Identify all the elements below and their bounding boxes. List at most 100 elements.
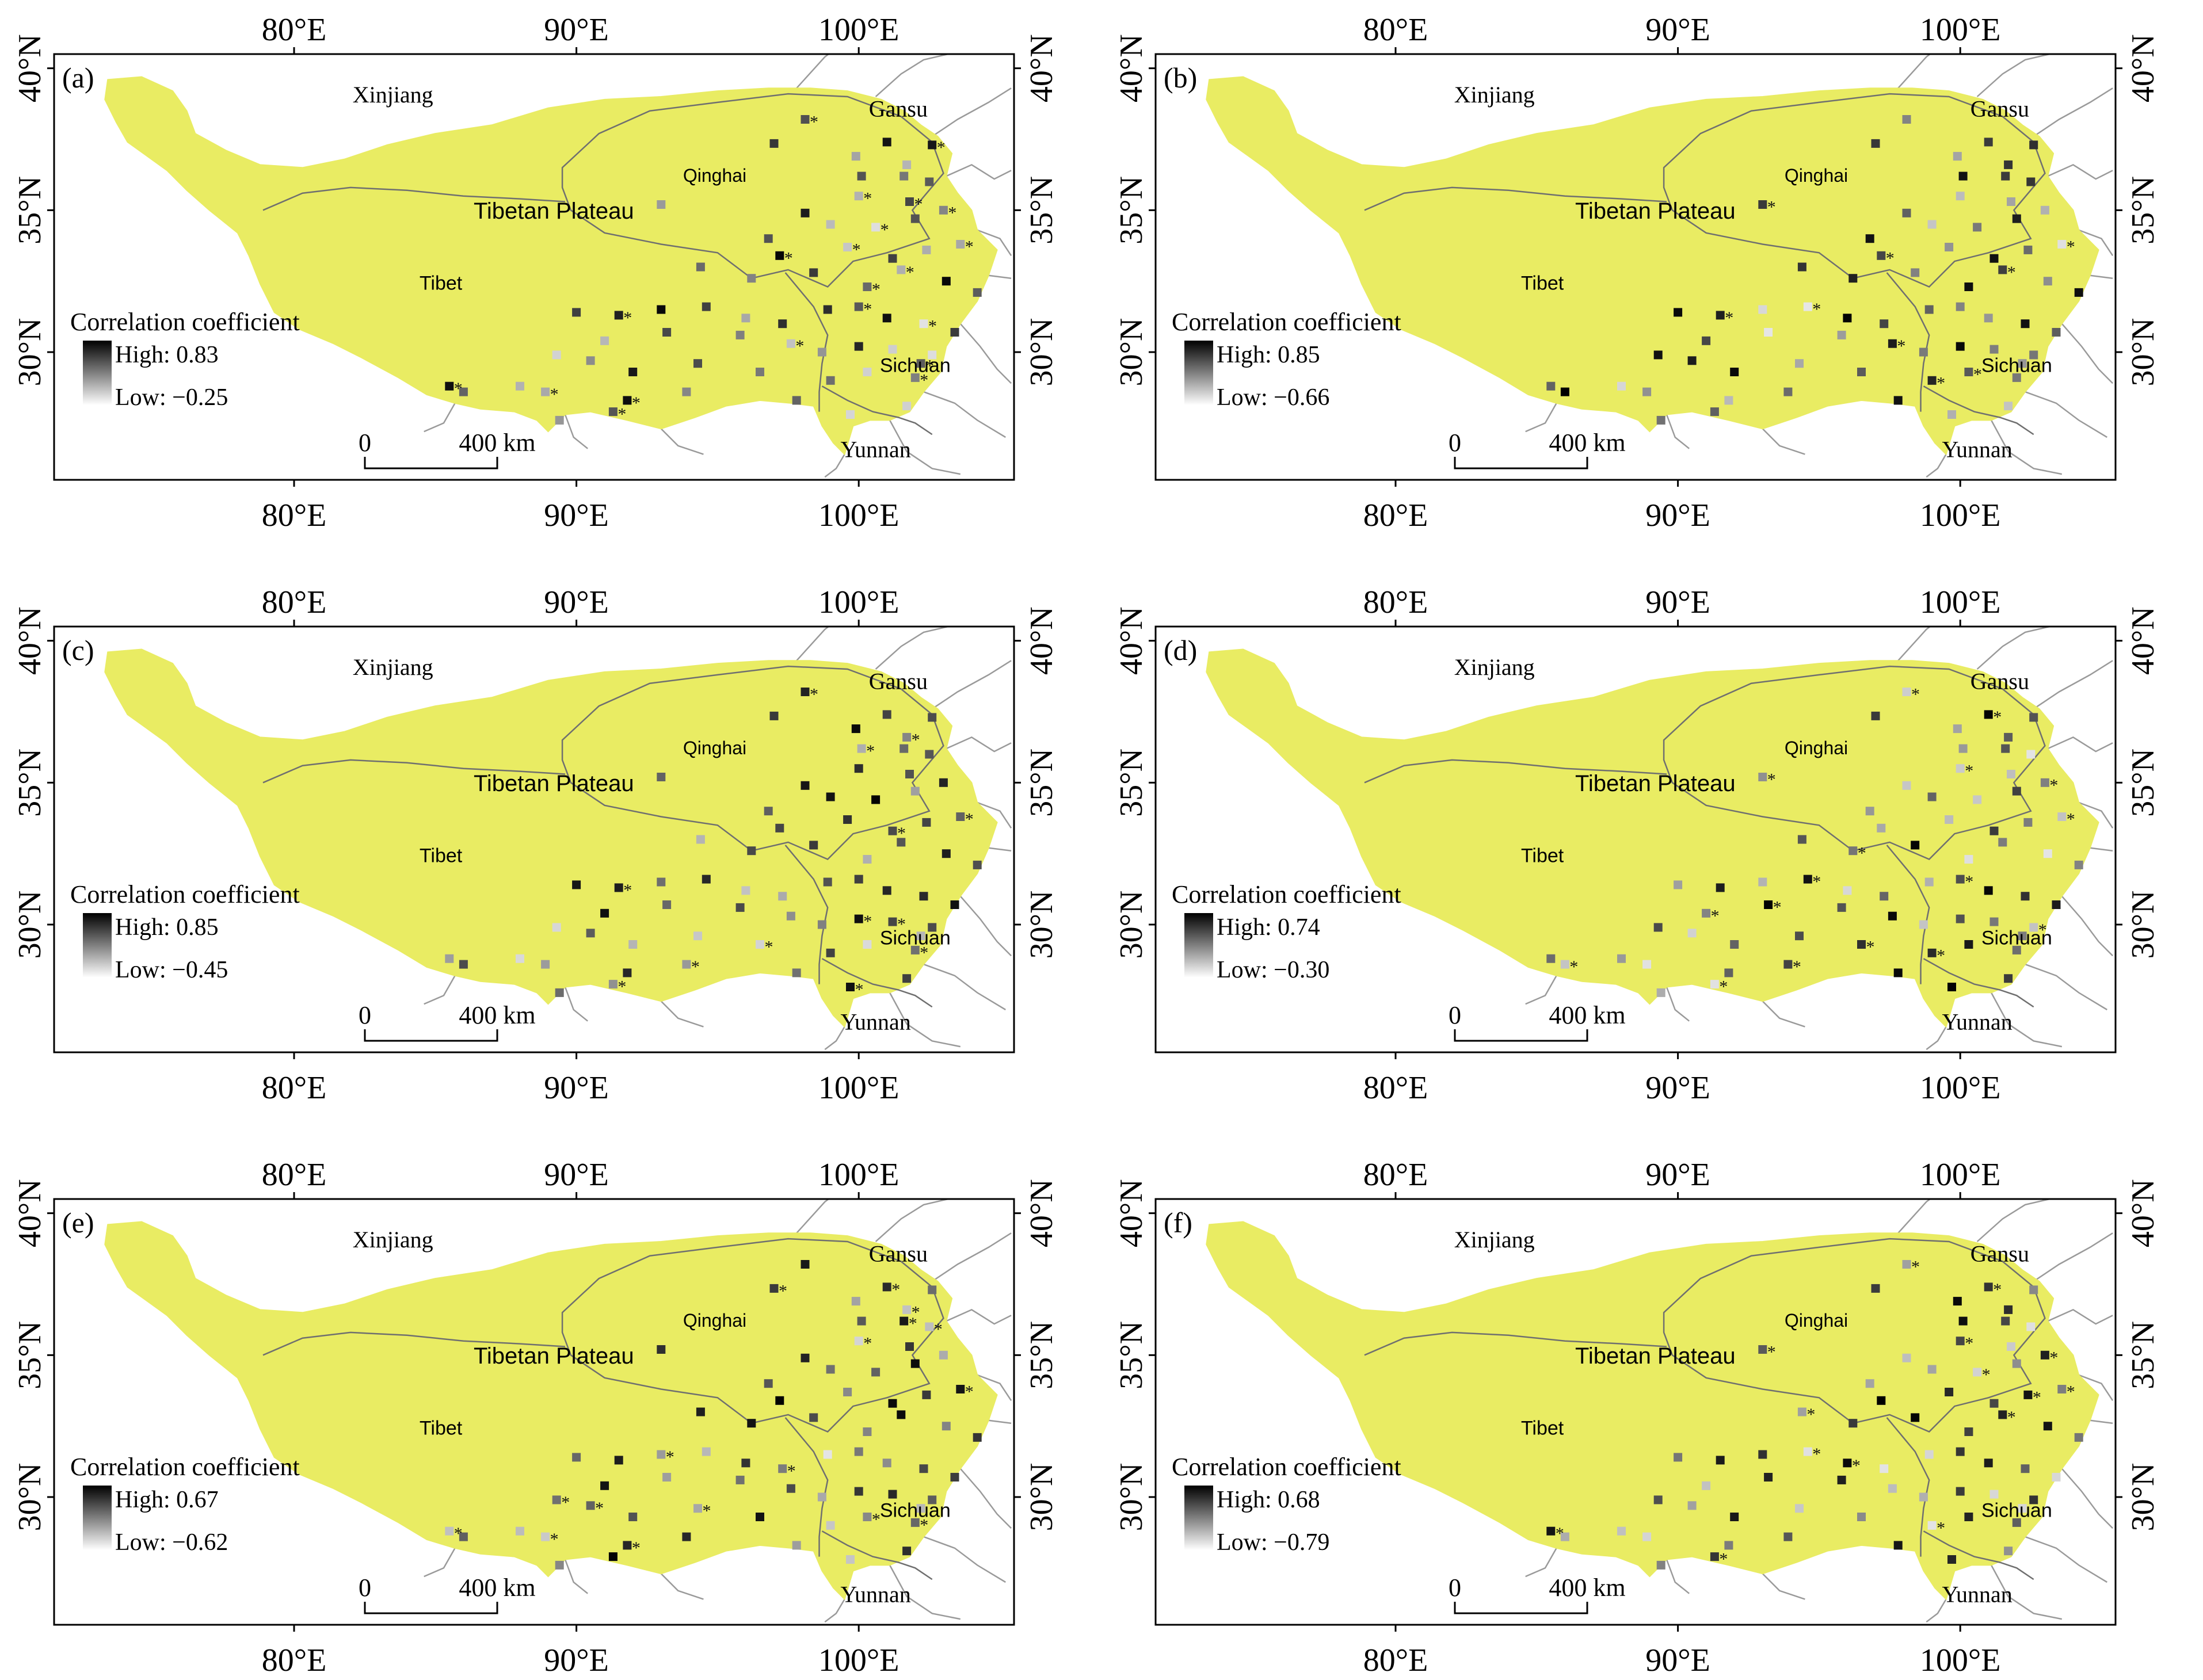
- map-content: *****************: [104, 1199, 1012, 1623]
- station-marker: [2029, 350, 2038, 360]
- bottom-tick-label: 80°E: [262, 1643, 327, 1677]
- province-boundary-outside: [2078, 1374, 2114, 1401]
- station-marker: [541, 960, 550, 969]
- station-marker: [1919, 1492, 1928, 1502]
- station-marker: [600, 336, 609, 345]
- station-marker: [696, 835, 705, 844]
- right-tick-label: 30°N: [1024, 891, 1059, 959]
- station-marker: [1956, 914, 1965, 923]
- province-boundary-outside: [2033, 1232, 2113, 1282]
- significance-marker: *: [810, 685, 818, 704]
- top-tick-label: 100°E: [818, 1157, 900, 1193]
- place-label-tibet: Tibet: [420, 845, 463, 867]
- station-marker: [2026, 177, 2036, 186]
- province-boundary-outside: [1897, 627, 1931, 662]
- significance-marker: *: [1711, 906, 1720, 925]
- place-label-gansu: Gansu: [1970, 96, 2029, 122]
- place-label-tibet: Tibet: [1521, 845, 1564, 867]
- right-tick-label: 35°N: [1024, 749, 1059, 817]
- station-marker: [1560, 1532, 1569, 1541]
- map-panel-b: * * * * * * * * * Xinjiang Gansu Qinghai Tibetan Pla…: [1114, 12, 2161, 533]
- station-marker: [854, 764, 863, 773]
- station-marker: [882, 1282, 891, 1292]
- station-marker: [900, 1316, 909, 1326]
- station-marker: [741, 314, 750, 323]
- place-label-yunnan: Yunnan: [840, 1009, 910, 1035]
- station-marker: [1989, 826, 1999, 835]
- station-marker: [1919, 348, 1928, 357]
- station-marker: [445, 381, 454, 391]
- province-boundary-outside: [564, 1559, 588, 1594]
- station-marker: [792, 1541, 801, 1550]
- station-marker: [1902, 1260, 1911, 1269]
- station-marker: [1758, 1345, 1767, 1354]
- right-tick-label: 30°N: [1024, 318, 1059, 387]
- map-panel-c: ******* ** ****XinjiangGansuQinghaiTibetan…: [12, 585, 1059, 1106]
- station-marker: [1877, 823, 1886, 833]
- station-marker: [897, 838, 906, 847]
- station-marker: [1803, 1447, 1812, 1456]
- station-marker: [857, 171, 866, 181]
- station-marker: [1947, 983, 1956, 991]
- place-label-yunnan: Yunnan: [1942, 437, 2012, 463]
- station-marker: [2023, 818, 2033, 827]
- place-label-qinghai: Qinghai: [1785, 738, 1848, 758]
- station-marker: [801, 1260, 810, 1269]
- plateau-region: [104, 76, 998, 456]
- province-boundary-outside: [959, 895, 1012, 957]
- place-label-tibet: Tibet: [420, 273, 463, 295]
- top-tick-label: 100°E: [818, 585, 900, 620]
- right-tick-label: 30°N: [2125, 1463, 2161, 1532]
- significance-marker: *: [1719, 978, 1728, 996]
- station-marker: [792, 968, 801, 978]
- station-marker: [786, 339, 795, 348]
- station-marker: [897, 1410, 906, 1419]
- station-marker: [1924, 305, 1934, 314]
- significance-marker: *: [1812, 300, 1821, 319]
- station-marker: [1998, 265, 2007, 274]
- station-marker: [2004, 402, 2013, 411]
- station-marker: [2040, 1350, 2049, 1360]
- station-marker: [1919, 920, 1928, 929]
- significance-marker: *: [872, 1510, 881, 1529]
- station-marker: [657, 1345, 666, 1354]
- station-marker: [2018, 931, 2027, 941]
- station-marker: [572, 880, 581, 889]
- significance-marker: *: [632, 394, 641, 413]
- right-tick-label: 30°N: [1024, 1463, 1059, 1532]
- qinghai-boundary: [1663, 665, 2046, 860]
- station-marker: [888, 1490, 897, 1499]
- province-boundary-outside: [424, 975, 456, 1005]
- station-marker: [1956, 875, 1965, 884]
- significance-marker: *: [920, 943, 928, 962]
- significance-marker: *: [1897, 337, 1905, 356]
- legend-low-label: Low: −0.79: [1217, 1529, 1329, 1556]
- province-boundary-outside: [1926, 1026, 1947, 1051]
- province-boundary-outside: [923, 1536, 1006, 1583]
- station-marker: [1653, 923, 1663, 932]
- legend-low-label: Low: −0.30: [1217, 957, 1329, 983]
- significance-marker: *: [550, 1530, 559, 1549]
- province-boundary: [1923, 385, 2034, 436]
- station-marker: [2040, 205, 2049, 215]
- station-marker: [902, 732, 912, 742]
- station-marker: [1687, 356, 1697, 365]
- province-boundary: [1923, 1530, 2034, 1580]
- station-marker: [1958, 1316, 1968, 1326]
- province-boundary-outside: [564, 987, 588, 1022]
- bottom-tick-label: 90°E: [544, 498, 609, 533]
- place-label-gansu: Gansu: [869, 669, 928, 694]
- station-marker: [1888, 1484, 1897, 1493]
- station-marker: [854, 1487, 863, 1496]
- station-marker: [817, 920, 826, 929]
- station-marker: [939, 1350, 948, 1360]
- station-marker: [1783, 387, 1793, 396]
- station-marker: [1848, 274, 1858, 283]
- station-marker: [1837, 1475, 1846, 1484]
- province-boundary-outside: [1665, 1559, 1690, 1594]
- station-marker: [747, 846, 756, 856]
- right-tick-label: 35°N: [2125, 1321, 2161, 1389]
- bottom-tick-label: 100°E: [818, 498, 900, 533]
- station-marker: [764, 1379, 773, 1388]
- station-marker: [2012, 1359, 2021, 1368]
